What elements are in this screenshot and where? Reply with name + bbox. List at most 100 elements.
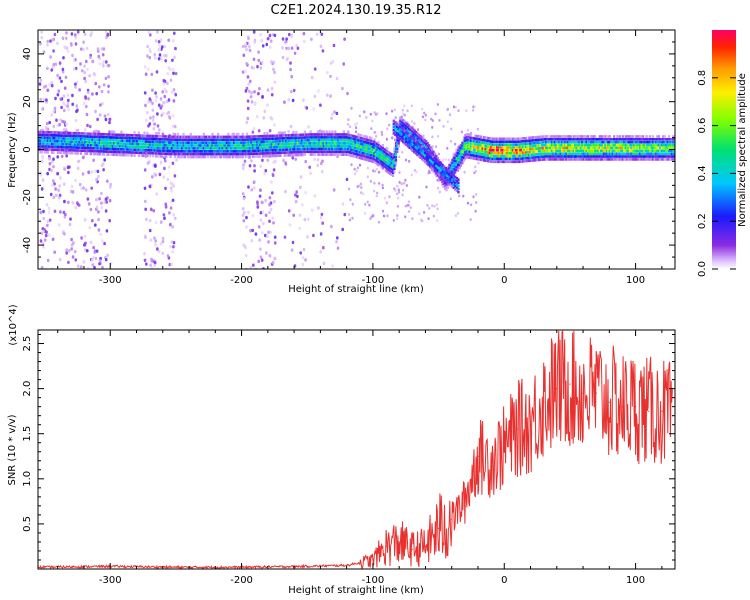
heatmap-cell bbox=[134, 142, 137, 146]
heatmap-cell bbox=[246, 144, 249, 147]
heatmap-cell bbox=[513, 154, 516, 158]
heatmap-cell bbox=[171, 124, 175, 128]
heatmap-cell bbox=[263, 146, 266, 149]
heatmap-cell bbox=[189, 152, 192, 156]
heatmap-cell bbox=[146, 148, 149, 152]
figure-title: C2E1.2024.130.19.35.R12 bbox=[270, 3, 441, 18]
heatmap-cell bbox=[309, 150, 312, 154]
heatmap-cell bbox=[253, 138, 256, 141]
heatmap-cell bbox=[155, 137, 158, 141]
heatmap-cell bbox=[62, 140, 65, 143]
heatmap-cell bbox=[102, 64, 105, 68]
heatmap-cell bbox=[517, 137, 520, 141]
heatmap-cell bbox=[201, 135, 204, 139]
heatmap-cell bbox=[335, 139, 338, 142]
heatmap-cell bbox=[511, 157, 515, 161]
heatmap-cell bbox=[222, 150, 226, 153]
heatmap-cell bbox=[104, 117, 108, 122]
heatmap-cell bbox=[49, 145, 52, 148]
heatmap-cell bbox=[598, 143, 601, 147]
heatmap-cell bbox=[545, 158, 548, 161]
heatmap-cell bbox=[402, 128, 405, 131]
heatmap-cell bbox=[413, 135, 416, 138]
heatmap-cell bbox=[350, 137, 353, 140]
heatmap-cell bbox=[633, 158, 636, 161]
heatmap-cell bbox=[304, 258, 307, 262]
heatmap-cell bbox=[259, 155, 262, 158]
heatmap-cell bbox=[602, 138, 606, 141]
heatmap-cell bbox=[501, 154, 504, 158]
heatmap-cell bbox=[53, 131, 57, 134]
heatmap-cell bbox=[84, 135, 87, 138]
heatmap-cell bbox=[402, 134, 405, 137]
heatmap-cell bbox=[51, 38, 55, 42]
heatmap-cell bbox=[418, 195, 421, 199]
heatmap-cell bbox=[552, 143, 555, 147]
heatmap-cell bbox=[305, 144, 308, 148]
heatmap-cell bbox=[259, 137, 262, 141]
heatmap-cell bbox=[348, 148, 351, 151]
heatmap-cell bbox=[104, 76, 108, 81]
heatmap-cell bbox=[270, 93, 274, 97]
heatmap-cell bbox=[559, 140, 562, 144]
heatmap-cell bbox=[287, 130, 290, 134]
heatmap-cell bbox=[402, 140, 405, 144]
heatmap-cell bbox=[79, 143, 83, 147]
heatmap-cell bbox=[259, 247, 262, 251]
heatmap-cell bbox=[529, 136, 532, 140]
heatmap-cell bbox=[331, 139, 334, 142]
heatmap-cell bbox=[40, 187, 44, 191]
heatmap-cell bbox=[621, 143, 624, 147]
heatmap-cell bbox=[537, 155, 541, 159]
heatmap-cell bbox=[71, 134, 74, 138]
heatmap-cell bbox=[409, 128, 412, 132]
heatmap-cell bbox=[240, 141, 243, 144]
heatmap-cell bbox=[357, 133, 360, 136]
heatmap-cell bbox=[630, 135, 633, 138]
heatmap-cell bbox=[64, 151, 67, 155]
heatmap-cell bbox=[610, 146, 613, 150]
heatmap-cell bbox=[58, 123, 62, 127]
heatmap-cell bbox=[565, 140, 568, 144]
heatmap-cell bbox=[49, 148, 52, 151]
heatmap-cell bbox=[259, 152, 262, 155]
heatmap-cell bbox=[269, 143, 272, 146]
heatmap-cell bbox=[248, 149, 252, 153]
heatmap-cell bbox=[360, 154, 363, 157]
heatmap-cell bbox=[71, 131, 74, 135]
heatmap-cell bbox=[163, 152, 166, 155]
heatmap-cell bbox=[276, 145, 279, 149]
heatmap-cell bbox=[393, 167, 396, 170]
heatmap-cell bbox=[298, 213, 302, 217]
heatmap-cell bbox=[602, 158, 606, 161]
heatmap-cell bbox=[101, 132, 104, 136]
heatmap-cell bbox=[536, 158, 539, 162]
heatmap-cell bbox=[474, 143, 477, 146]
heatmap-cell bbox=[496, 137, 499, 141]
heatmap-cell bbox=[481, 153, 484, 156]
heatmap-cell bbox=[178, 135, 181, 139]
heatmap-cell bbox=[366, 152, 369, 156]
heatmap-cell bbox=[594, 143, 597, 147]
heatmap-cell bbox=[357, 136, 360, 139]
heatmap-cell bbox=[394, 156, 398, 159]
heatmap-cell bbox=[286, 139, 289, 143]
heatmap-cell bbox=[39, 145, 42, 148]
heatmap-cell bbox=[296, 133, 299, 137]
heatmap-cell bbox=[259, 140, 262, 144]
heatmap-cell bbox=[209, 135, 213, 139]
heatmap-cell bbox=[92, 141, 96, 144]
heatmap-cell bbox=[574, 152, 577, 155]
heatmap-cell bbox=[63, 199, 66, 204]
heatmap-cell bbox=[615, 146, 619, 150]
heatmap-cell bbox=[266, 143, 269, 146]
heatmap-cell bbox=[50, 168, 53, 173]
heatmap-cell bbox=[478, 135, 481, 138]
heatmap-cell bbox=[71, 149, 74, 152]
heatmap-cell bbox=[287, 154, 291, 157]
heatmap-cell bbox=[101, 239, 104, 243]
heatmap-cell bbox=[110, 144, 113, 148]
heatmap-cell bbox=[231, 138, 234, 142]
heatmap-cell bbox=[166, 254, 170, 258]
heatmap-cell bbox=[40, 30, 43, 34]
